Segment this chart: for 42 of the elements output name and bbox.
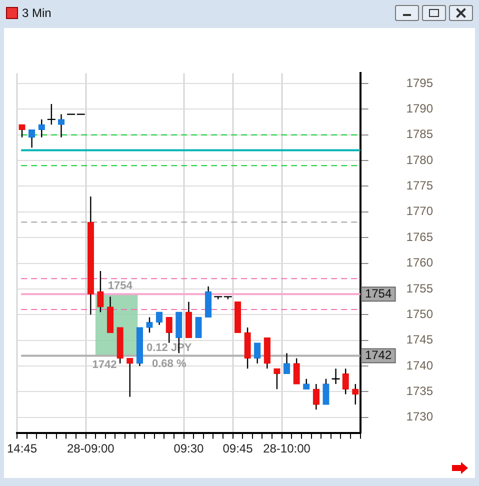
candlestick: [58, 114, 65, 138]
y-tick-label: 1755: [406, 281, 434, 296]
y-tick-label: 1745: [406, 332, 434, 347]
x-tick-label: 14:45: [7, 441, 38, 456]
x-tick-label: 09:45: [222, 441, 254, 456]
candlestick: [87, 196, 94, 316]
ref-line-label: 1742: [364, 348, 392, 362]
candlestick: [106, 296, 114, 333]
y-tick-label: 1780: [406, 152, 434, 167]
candlestick: [38, 118, 45, 138]
y-tick-label: 1785: [406, 127, 434, 142]
candlestick: [166, 316, 172, 344]
y-tick-label: 1730: [406, 410, 434, 424]
y-tick-label: 1740: [406, 358, 434, 372]
x-tick-label: 09:30: [174, 441, 204, 456]
candlestick: [264, 337, 270, 370]
y-tick-label: 1770: [406, 204, 434, 218]
candlestick: [136, 327, 144, 367]
candlestick: [312, 383, 320, 410]
y-tick-label: 1760: [406, 256, 434, 270]
candlestick: [185, 301, 192, 338]
y-tick-label: 1765: [406, 230, 434, 244]
x-tick-label: 28-09:00: [66, 441, 115, 456]
y-tick-label: 1795: [406, 76, 434, 90]
candlestick: [274, 368, 280, 390]
candlestick: [204, 286, 212, 318]
annotation: 1742: [92, 358, 117, 371]
annotation: 1754: [108, 280, 134, 292]
candlestick: [126, 358, 134, 398]
candlestick: [97, 270, 104, 313]
candlestick: [146, 316, 153, 334]
annotation: 0.68 %: [152, 358, 186, 370]
candlestick: [244, 326, 251, 370]
y-tick-label: 1775: [406, 178, 434, 193]
candlestick: [254, 342, 261, 364]
y-tick-label: 1790: [406, 101, 434, 116]
candlestick: [342, 368, 349, 395]
x-tick-label: 28-10:00: [263, 441, 311, 456]
chart-title: 3 Min: [22, 6, 52, 20]
y-tick-label: 1750: [406, 306, 434, 321]
ref-line-label: 1754: [364, 286, 392, 300]
y-tick-label: 1735: [406, 384, 434, 398]
